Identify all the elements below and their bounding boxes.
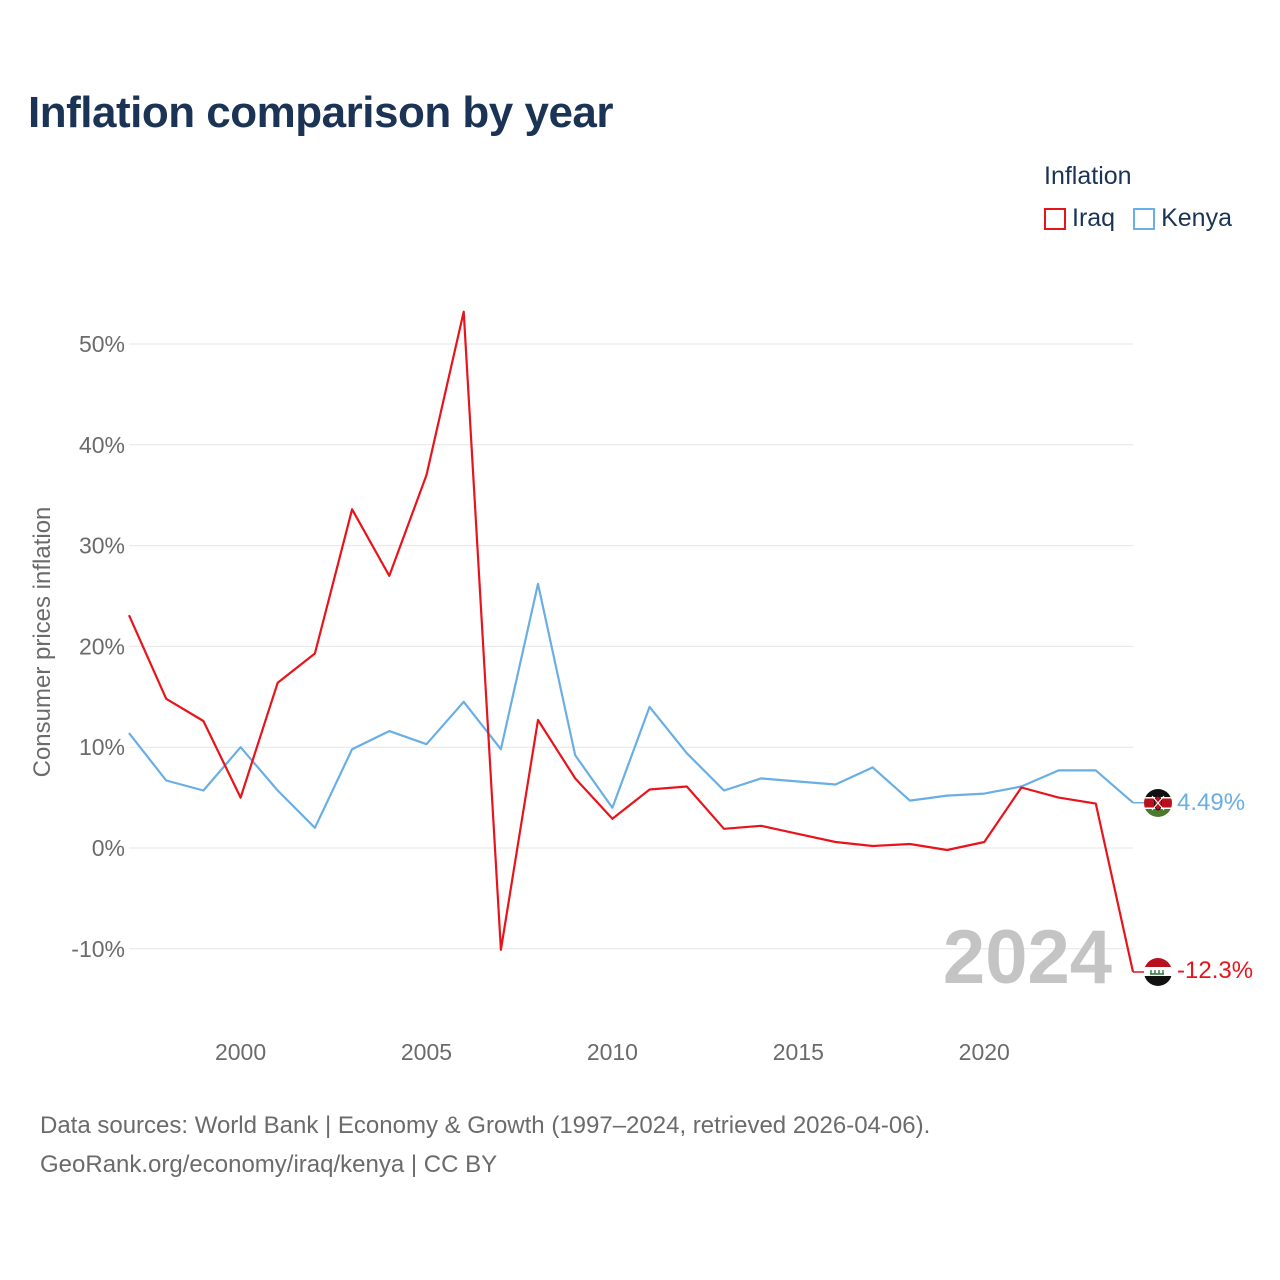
y-tick-label: -10%	[71, 936, 125, 962]
series-line-kenya	[128, 582, 1134, 829]
source-link[interactable]: GeoRank.org/economy/iraq/kenya | CC BY	[40, 1151, 498, 1178]
x-tick-label: 2020	[959, 1039, 1010, 1065]
legend-swatch-iraq	[1044, 207, 1066, 230]
legend-label-kenya: Kenya	[1161, 204, 1232, 232]
x-axis-ticks: 2000 2005 2010 2015 2020	[215, 1039, 1010, 1065]
legend-swatch-kenya	[1133, 207, 1156, 230]
y-tick-label: 0%	[92, 835, 125, 861]
y-tick-label: 20%	[79, 633, 125, 659]
y-axis-label: Consumer prices inflation	[29, 507, 56, 778]
x-tick-label: 2010	[587, 1039, 638, 1065]
iraq-flag-icon	[1144, 958, 1172, 986]
x-tick-label: 2000	[215, 1039, 266, 1065]
y-tick-label: 10%	[79, 734, 125, 760]
kenya-flag-icon	[1144, 789, 1172, 817]
legend-item-iraq[interactable]: Iraq	[1044, 204, 1115, 233]
chart-title: Inflation comparison by year	[28, 88, 614, 137]
series-line-iraq	[127, 310, 1135, 973]
data-source-note: Data sources: World Bank | Economy & Gro…	[40, 1106, 930, 1184]
y-axis-ticks: -10% 0% 10% 20% 30% 40% 50%	[71, 331, 125, 962]
kenya-end-label: 4.49%	[1177, 789, 1245, 816]
gridlines	[129, 343, 1133, 950]
y-tick-label: 40%	[79, 432, 125, 458]
legend: Iraq Kenya	[1044, 204, 1232, 233]
y-tick-label: 50%	[79, 331, 125, 357]
legend-label-iraq: Iraq	[1072, 204, 1116, 232]
iraq-end-label: -12.3%	[1177, 957, 1253, 984]
source-line-1: Data sources: World Bank | Economy & Gro…	[40, 1112, 931, 1139]
x-tick-label: 2005	[401, 1039, 452, 1065]
x-tick-label: 2015	[773, 1039, 824, 1065]
y-tick-label: 30%	[79, 533, 125, 559]
legend-item-kenya[interactable]: Kenya	[1133, 204, 1232, 233]
legend-title: Inflation	[1044, 162, 1132, 190]
year-watermark: 2024	[943, 915, 1112, 1000]
